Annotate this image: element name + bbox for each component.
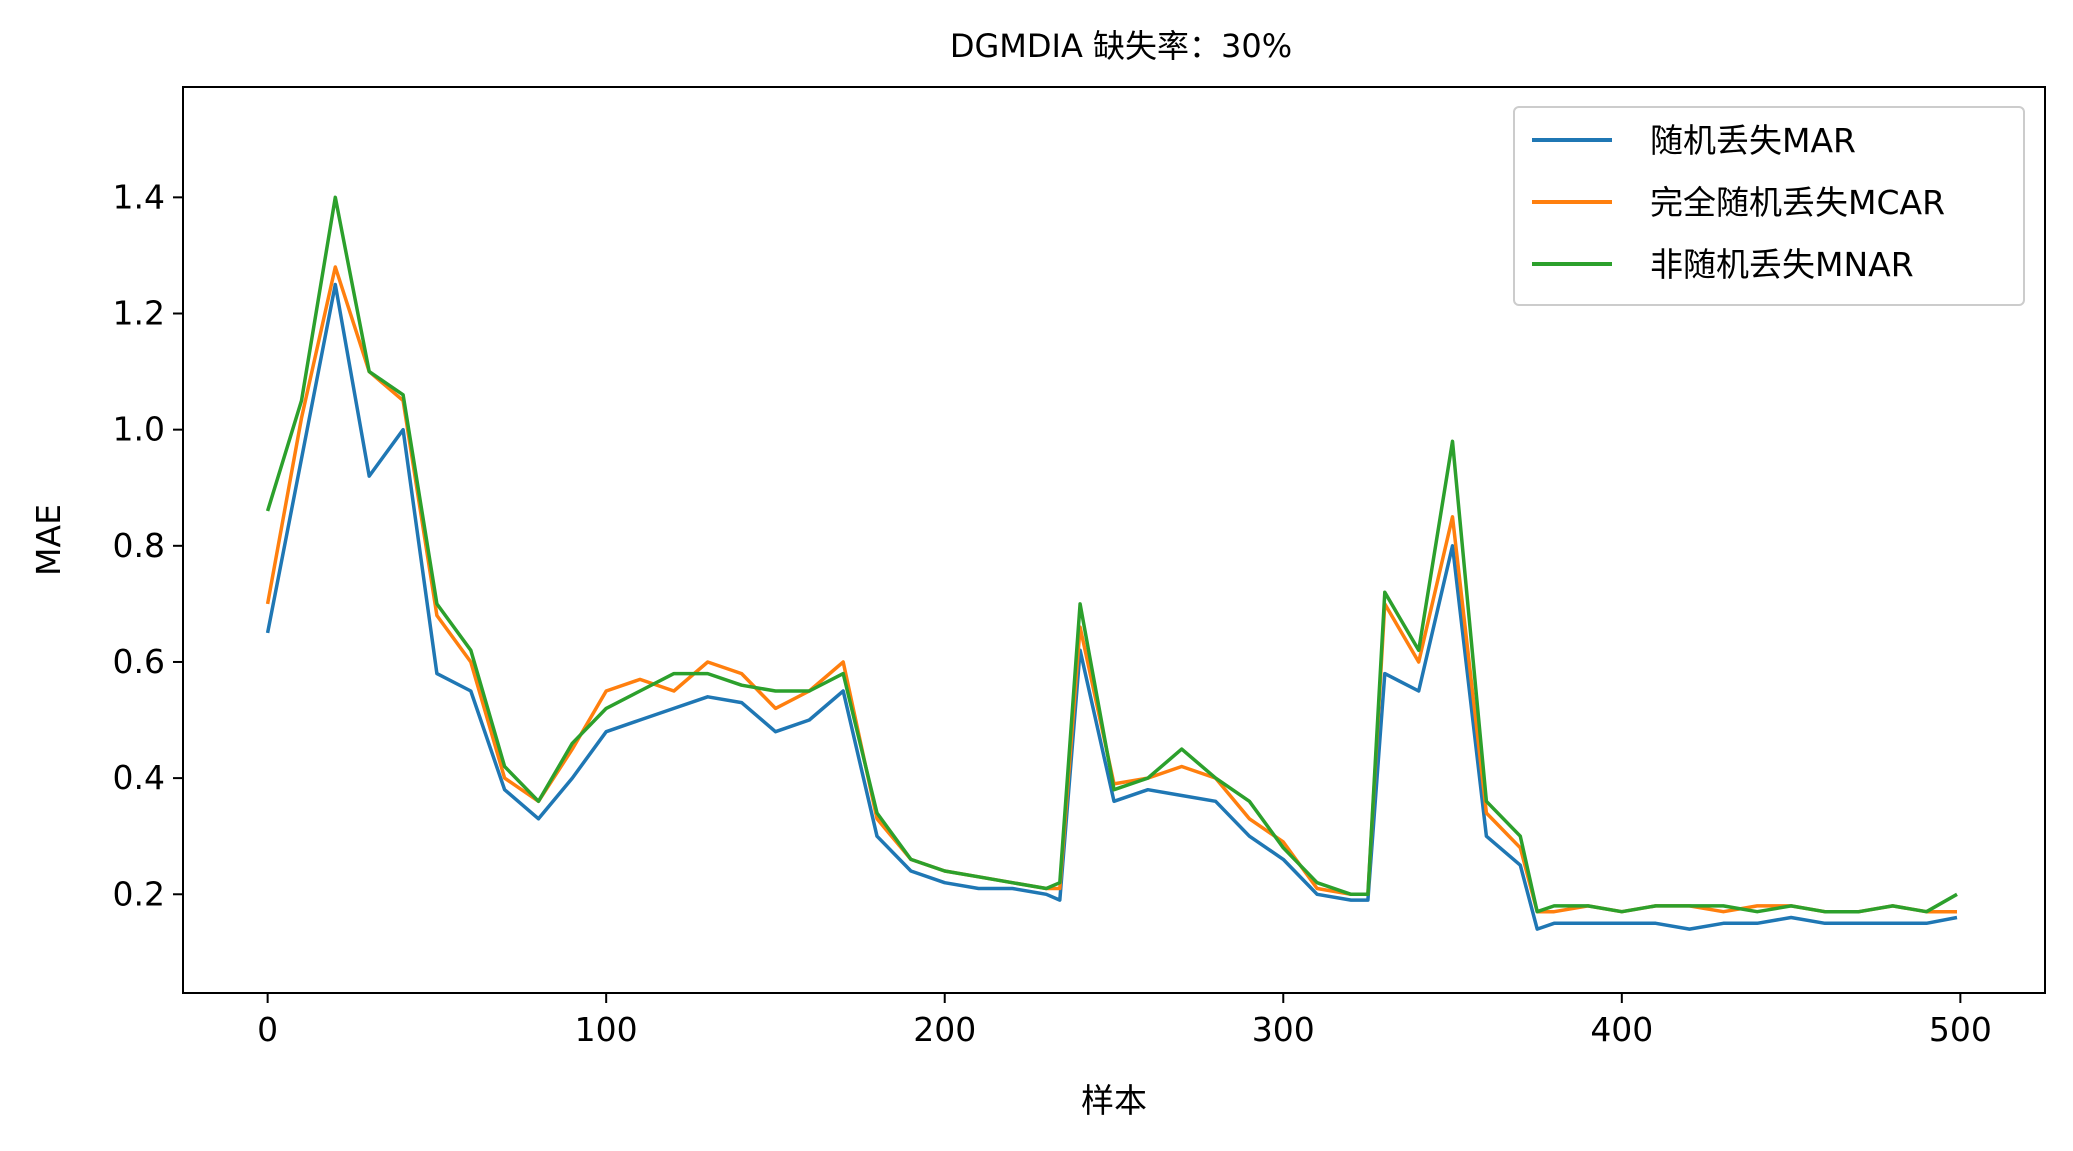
x-axis-label: 样本 [1081, 1081, 1147, 1120]
y-tick-label: 0.4 [113, 758, 165, 797]
chart-title: DGMDIA 缺失率：30% [950, 27, 1292, 65]
x-tick-label: 300 [1252, 1010, 1315, 1049]
y-tick-label: 0.8 [113, 526, 165, 565]
legend-label-2: 非随机丢失MNAR [1650, 245, 1914, 284]
x-axis: 0 100 200 300 400 500 [257, 993, 1992, 1049]
plot-area-frame [182, 86, 2046, 994]
x-tick-label: 100 [575, 1010, 638, 1049]
y-tick-label: 1.4 [113, 177, 165, 216]
series-line-0 [265, 282, 1958, 931]
y-axis: 0.2 0.4 0.6 0.8 1.0 1.2 1.4 [113, 177, 183, 913]
x-tick-label: 400 [1590, 1010, 1653, 1049]
y-tick-label: 1.0 [113, 410, 165, 449]
legend-box [1513, 106, 2025, 306]
series-line-1 [265, 265, 1957, 914]
x-tick-label: 500 [1929, 1010, 1992, 1049]
y-tick-label: 0.2 [113, 874, 165, 913]
y-tick-label: 0.6 [113, 642, 165, 681]
series-layer [265, 195, 1958, 931]
legend-label-0: 随机丢失MAR [1650, 121, 1856, 160]
x-tick-label: 0 [257, 1010, 278, 1049]
legend-label-1: 完全随机丢失MCAR [1650, 183, 1945, 222]
x-tick-label: 200 [913, 1010, 976, 1049]
y-tick-label: 1.2 [113, 294, 165, 333]
series-line-2 [265, 195, 1958, 914]
legend: 随机丢失MAR 完全随机丢失MCAR 非随机丢失MNAR [1513, 106, 2025, 306]
y-axis-label: MAE [29, 504, 68, 576]
